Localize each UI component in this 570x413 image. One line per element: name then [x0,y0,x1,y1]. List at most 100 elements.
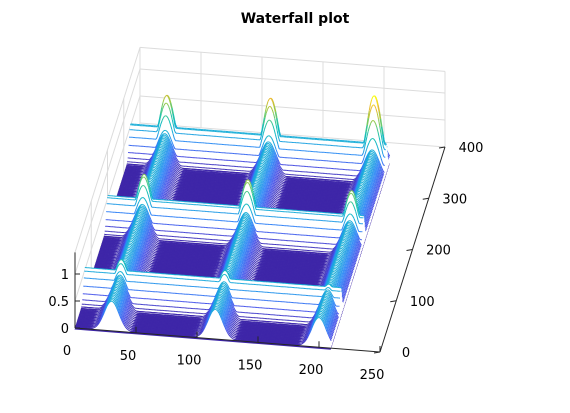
waterfall-segment [176,181,177,182]
waterfall-segment [267,146,268,147]
waterfall-segment [283,184,284,185]
waterfall-segment [351,184,352,185]
waterfall-segment [177,178,178,179]
waterfall-segment [162,141,163,142]
waterfall-segment [179,176,180,177]
waterfall-segment [285,176,286,177]
waterfall-segment [178,179,179,180]
waterfall-segment [177,182,178,183]
chart-title: Waterfall plot [241,11,350,27]
waterfall-segment [285,178,286,179]
waterfall-segment [369,159,370,160]
waterfall-segment [247,177,248,178]
waterfall-segment [283,180,284,181]
waterfall-segment [159,152,160,153]
waterfall-segment [367,165,368,166]
waterfall-segment [143,171,144,172]
waterfall-segment [284,176,285,177]
waterfall-segment [265,154,266,155]
waterfall-segment [178,173,179,174]
waterfall-segment [181,171,182,172]
waterfall-segment [284,181,285,182]
waterfall-segment [143,172,144,173]
waterfall-segment [371,155,372,156]
waterfall-segment [284,179,285,180]
waterfall-segment [161,144,162,145]
waterfall-segment [282,187,283,188]
waterfall-segment [181,170,182,171]
waterfall-segment [161,146,162,147]
waterfall-segment [281,186,282,187]
waterfall-segment [166,116,167,117]
waterfall-segment [350,189,351,190]
waterfall-segment [265,153,266,154]
waterfall-segment [369,161,370,162]
waterfall-segment [177,180,178,181]
waterfall-segment [373,138,374,139]
waterfall-segment [179,172,180,173]
waterfall-segment [180,173,181,174]
waterfall-segment [283,179,284,180]
waterfall-segment [264,156,265,157]
waterfall-segment [159,151,160,152]
waterfall-segment [182,168,183,169]
waterfall-segment [266,151,267,152]
waterfall-segment [264,157,265,158]
waterfall-segment [370,158,371,159]
waterfall-segment [370,156,371,157]
waterfall-segment [267,148,268,149]
waterfall-segment [163,140,164,141]
waterfall-segment [249,173,250,174]
waterfall-segment [281,189,282,190]
waterfall-segment [368,164,369,165]
waterfall-segment [179,177,180,178]
waterfall-segment [282,182,283,183]
waterfall-segment [372,150,373,151]
waterfall-segment [164,137,165,138]
waterfall-segment [248,176,249,177]
waterfall-segment [352,181,353,182]
waterfall-segment [266,149,267,150]
waterfall-segment [180,169,181,170]
waterfall-segment [268,142,269,143]
waterfall-segment [282,185,283,186]
waterfall-segment [350,187,351,188]
waterfall-segment [164,135,165,136]
waterfall-segment [145,166,146,167]
waterfall-segment [178,175,179,176]
waterfall-segment [284,177,285,178]
waterfall-segment [177,177,178,178]
waterfall-segment [268,143,269,144]
waterfall-segment [368,162,369,163]
waterfall-segment [178,180,179,181]
waterfall-segment [160,149,161,150]
waterfall-segment [280,188,281,189]
waterfall-segment [283,182,284,183]
waterfall-segment [351,186,352,187]
waterfall-segment [279,157,280,158]
waterfall-segment [144,168,145,169]
waterfall-segment [371,153,372,154]
waterfall-segment [180,167,181,168]
waterfall-segment [248,174,249,175]
waterfall-segment [352,183,353,184]
waterfall-segment [165,134,166,135]
waterfall-segment [144,169,145,170]
waterfall-segment [269,120,270,121]
waterfall-segment [281,185,282,186]
waterfall-segment [160,147,161,148]
waterfall-segment [249,175,250,176]
waterfall-segment [367,167,368,168]
waterfall-segment [269,136,270,137]
waterfall-segment [372,151,373,152]
waterfall-segment [165,130,166,131]
waterfall-segment [162,143,163,144]
waterfall-segment [268,145,269,146]
waterfall-segment [145,165,146,166]
waterfall-segment [163,138,164,139]
waterfall-segment [263,159,264,160]
waterfall-segment [282,183,283,184]
waterfall-segment [181,175,182,176]
waterfall-segment [179,170,180,171]
